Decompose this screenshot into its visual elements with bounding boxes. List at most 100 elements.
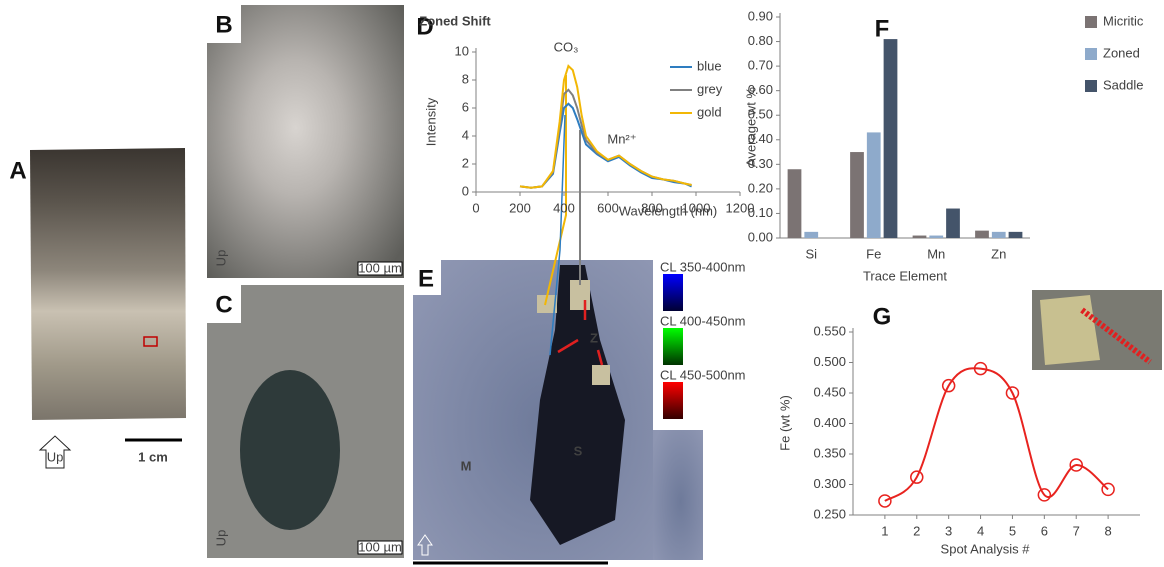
region-label: S bbox=[574, 443, 583, 458]
x-tick-label: 8 bbox=[1104, 523, 1111, 538]
y-tick-label: 8 bbox=[462, 71, 469, 86]
y-tick-label: 0.10 bbox=[748, 205, 773, 220]
panel-label: B bbox=[215, 11, 232, 38]
y-tick-label: 0.40 bbox=[748, 131, 773, 146]
legend-label: Micritic bbox=[1103, 13, 1144, 28]
region-label: Z bbox=[590, 330, 598, 345]
cl-swatch bbox=[663, 382, 683, 419]
core-image bbox=[30, 148, 186, 420]
dark-region bbox=[240, 370, 340, 530]
x-tick-label: 2 bbox=[913, 523, 920, 538]
up-label: Up bbox=[213, 250, 228, 267]
panel-label: F bbox=[875, 15, 890, 42]
x-tick-label: 1000 bbox=[682, 200, 711, 215]
panel-label: G bbox=[873, 303, 892, 330]
data-line bbox=[885, 368, 1108, 501]
legend-label: blue bbox=[697, 58, 722, 73]
y-tick-label: 0.450 bbox=[813, 384, 846, 399]
annotation: Mn²⁺ bbox=[607, 131, 636, 146]
y-tick-label: 6 bbox=[462, 99, 469, 114]
x-tick-label: 5 bbox=[1009, 523, 1016, 538]
x-tick-label: 3 bbox=[945, 523, 952, 538]
legend-swatch bbox=[1085, 16, 1097, 28]
up-label: Up bbox=[47, 449, 64, 464]
x-tick-label: 6 bbox=[1041, 523, 1048, 538]
data-line bbox=[520, 104, 692, 188]
annotation: CO₃ bbox=[554, 39, 579, 54]
bar bbox=[946, 209, 960, 238]
figure: A Up 1 cm B 100 µm Up C 100 µm Up E M S … bbox=[0, 0, 1164, 567]
x-axis-label: Spot Analysis # bbox=[941, 541, 1031, 556]
x-tick-label: Zn bbox=[991, 246, 1006, 261]
y-axis-label: Intensity bbox=[423, 97, 438, 146]
x-tick-label: 600 bbox=[597, 200, 619, 215]
bar bbox=[884, 39, 898, 238]
y-tick-label: 0.550 bbox=[813, 323, 846, 338]
scale-label: 1 cm bbox=[138, 449, 168, 464]
y-tick-label: 10 bbox=[455, 43, 469, 58]
x-tick-label: 400 bbox=[553, 200, 575, 215]
x-tick-label: 7 bbox=[1073, 523, 1080, 538]
y-tick-label: 0.50 bbox=[748, 107, 773, 122]
legend-swatch bbox=[1085, 48, 1097, 60]
legend-swatch bbox=[1085, 80, 1097, 92]
legend-label: Saddle bbox=[1103, 77, 1143, 92]
x-axis-label: Trace Element bbox=[863, 268, 947, 283]
data-line bbox=[520, 90, 692, 188]
y-tick-label: 4 bbox=[462, 127, 469, 142]
x-tick-label: 0 bbox=[472, 200, 479, 215]
y-tick-label: 0.90 bbox=[748, 8, 773, 23]
zoned-crystal bbox=[592, 365, 610, 385]
bar bbox=[992, 232, 1006, 238]
x-tick-label: 800 bbox=[641, 200, 663, 215]
cl-swatch bbox=[663, 274, 683, 311]
scale-label: 100 µm bbox=[358, 260, 402, 275]
y-tick-label: 0.30 bbox=[748, 156, 773, 171]
scale-label: 100 µm bbox=[358, 539, 402, 554]
bar bbox=[1009, 232, 1023, 238]
legend-label: Zoned bbox=[1103, 45, 1140, 60]
bar bbox=[929, 236, 943, 238]
panel-label: C bbox=[215, 291, 232, 318]
bar bbox=[788, 169, 802, 238]
y-tick-label: 0.70 bbox=[748, 58, 773, 73]
y-tick-label: 0.350 bbox=[813, 445, 846, 460]
cl-swatch bbox=[663, 328, 683, 365]
y-tick-label: 0.400 bbox=[813, 415, 846, 430]
region-label: M bbox=[461, 458, 472, 473]
y-tick-label: 0.20 bbox=[748, 180, 773, 195]
x-tick-label: 200 bbox=[509, 200, 531, 215]
legend-label: grey bbox=[697, 81, 723, 96]
panel-label: A bbox=[9, 157, 26, 184]
bar bbox=[975, 231, 989, 238]
x-tick-label: 1 bbox=[881, 523, 888, 538]
up-label: Up bbox=[213, 530, 228, 547]
bar bbox=[804, 232, 818, 238]
x-tick-label: Fe bbox=[866, 246, 881, 261]
bar bbox=[850, 152, 864, 238]
y-tick-label: 0.60 bbox=[748, 82, 773, 97]
panel-label: E bbox=[418, 265, 434, 292]
bar bbox=[867, 132, 881, 238]
chart-title: Zoned Shift bbox=[419, 13, 491, 28]
y-tick-label: 2 bbox=[462, 155, 469, 170]
y-tick-label: 0.300 bbox=[813, 476, 846, 491]
bar bbox=[913, 236, 927, 238]
y-tick-label: 0 bbox=[462, 183, 469, 198]
y-tick-label: 0.00 bbox=[748, 229, 773, 244]
x-tick-label: 4 bbox=[977, 523, 984, 538]
y-tick-label: 0.250 bbox=[813, 506, 846, 521]
y-tick-label: 0.500 bbox=[813, 354, 846, 369]
cl-legend-label: CL 450-500nm bbox=[660, 367, 746, 382]
x-tick-label: Mn bbox=[927, 246, 945, 261]
inset-crystal bbox=[1040, 295, 1100, 365]
x-tick-label: Si bbox=[805, 246, 817, 261]
y-axis-label: Fe (wt %) bbox=[777, 395, 792, 451]
micrograph-b bbox=[207, 5, 404, 278]
cl-legend-label: CL 350-400nm bbox=[660, 259, 746, 274]
data-line bbox=[520, 66, 692, 188]
legend-label: gold bbox=[697, 104, 722, 119]
y-tick-label: 0.80 bbox=[748, 33, 773, 48]
cl-image bbox=[653, 430, 703, 560]
cl-legend-label: CL 400-450nm bbox=[660, 313, 746, 328]
